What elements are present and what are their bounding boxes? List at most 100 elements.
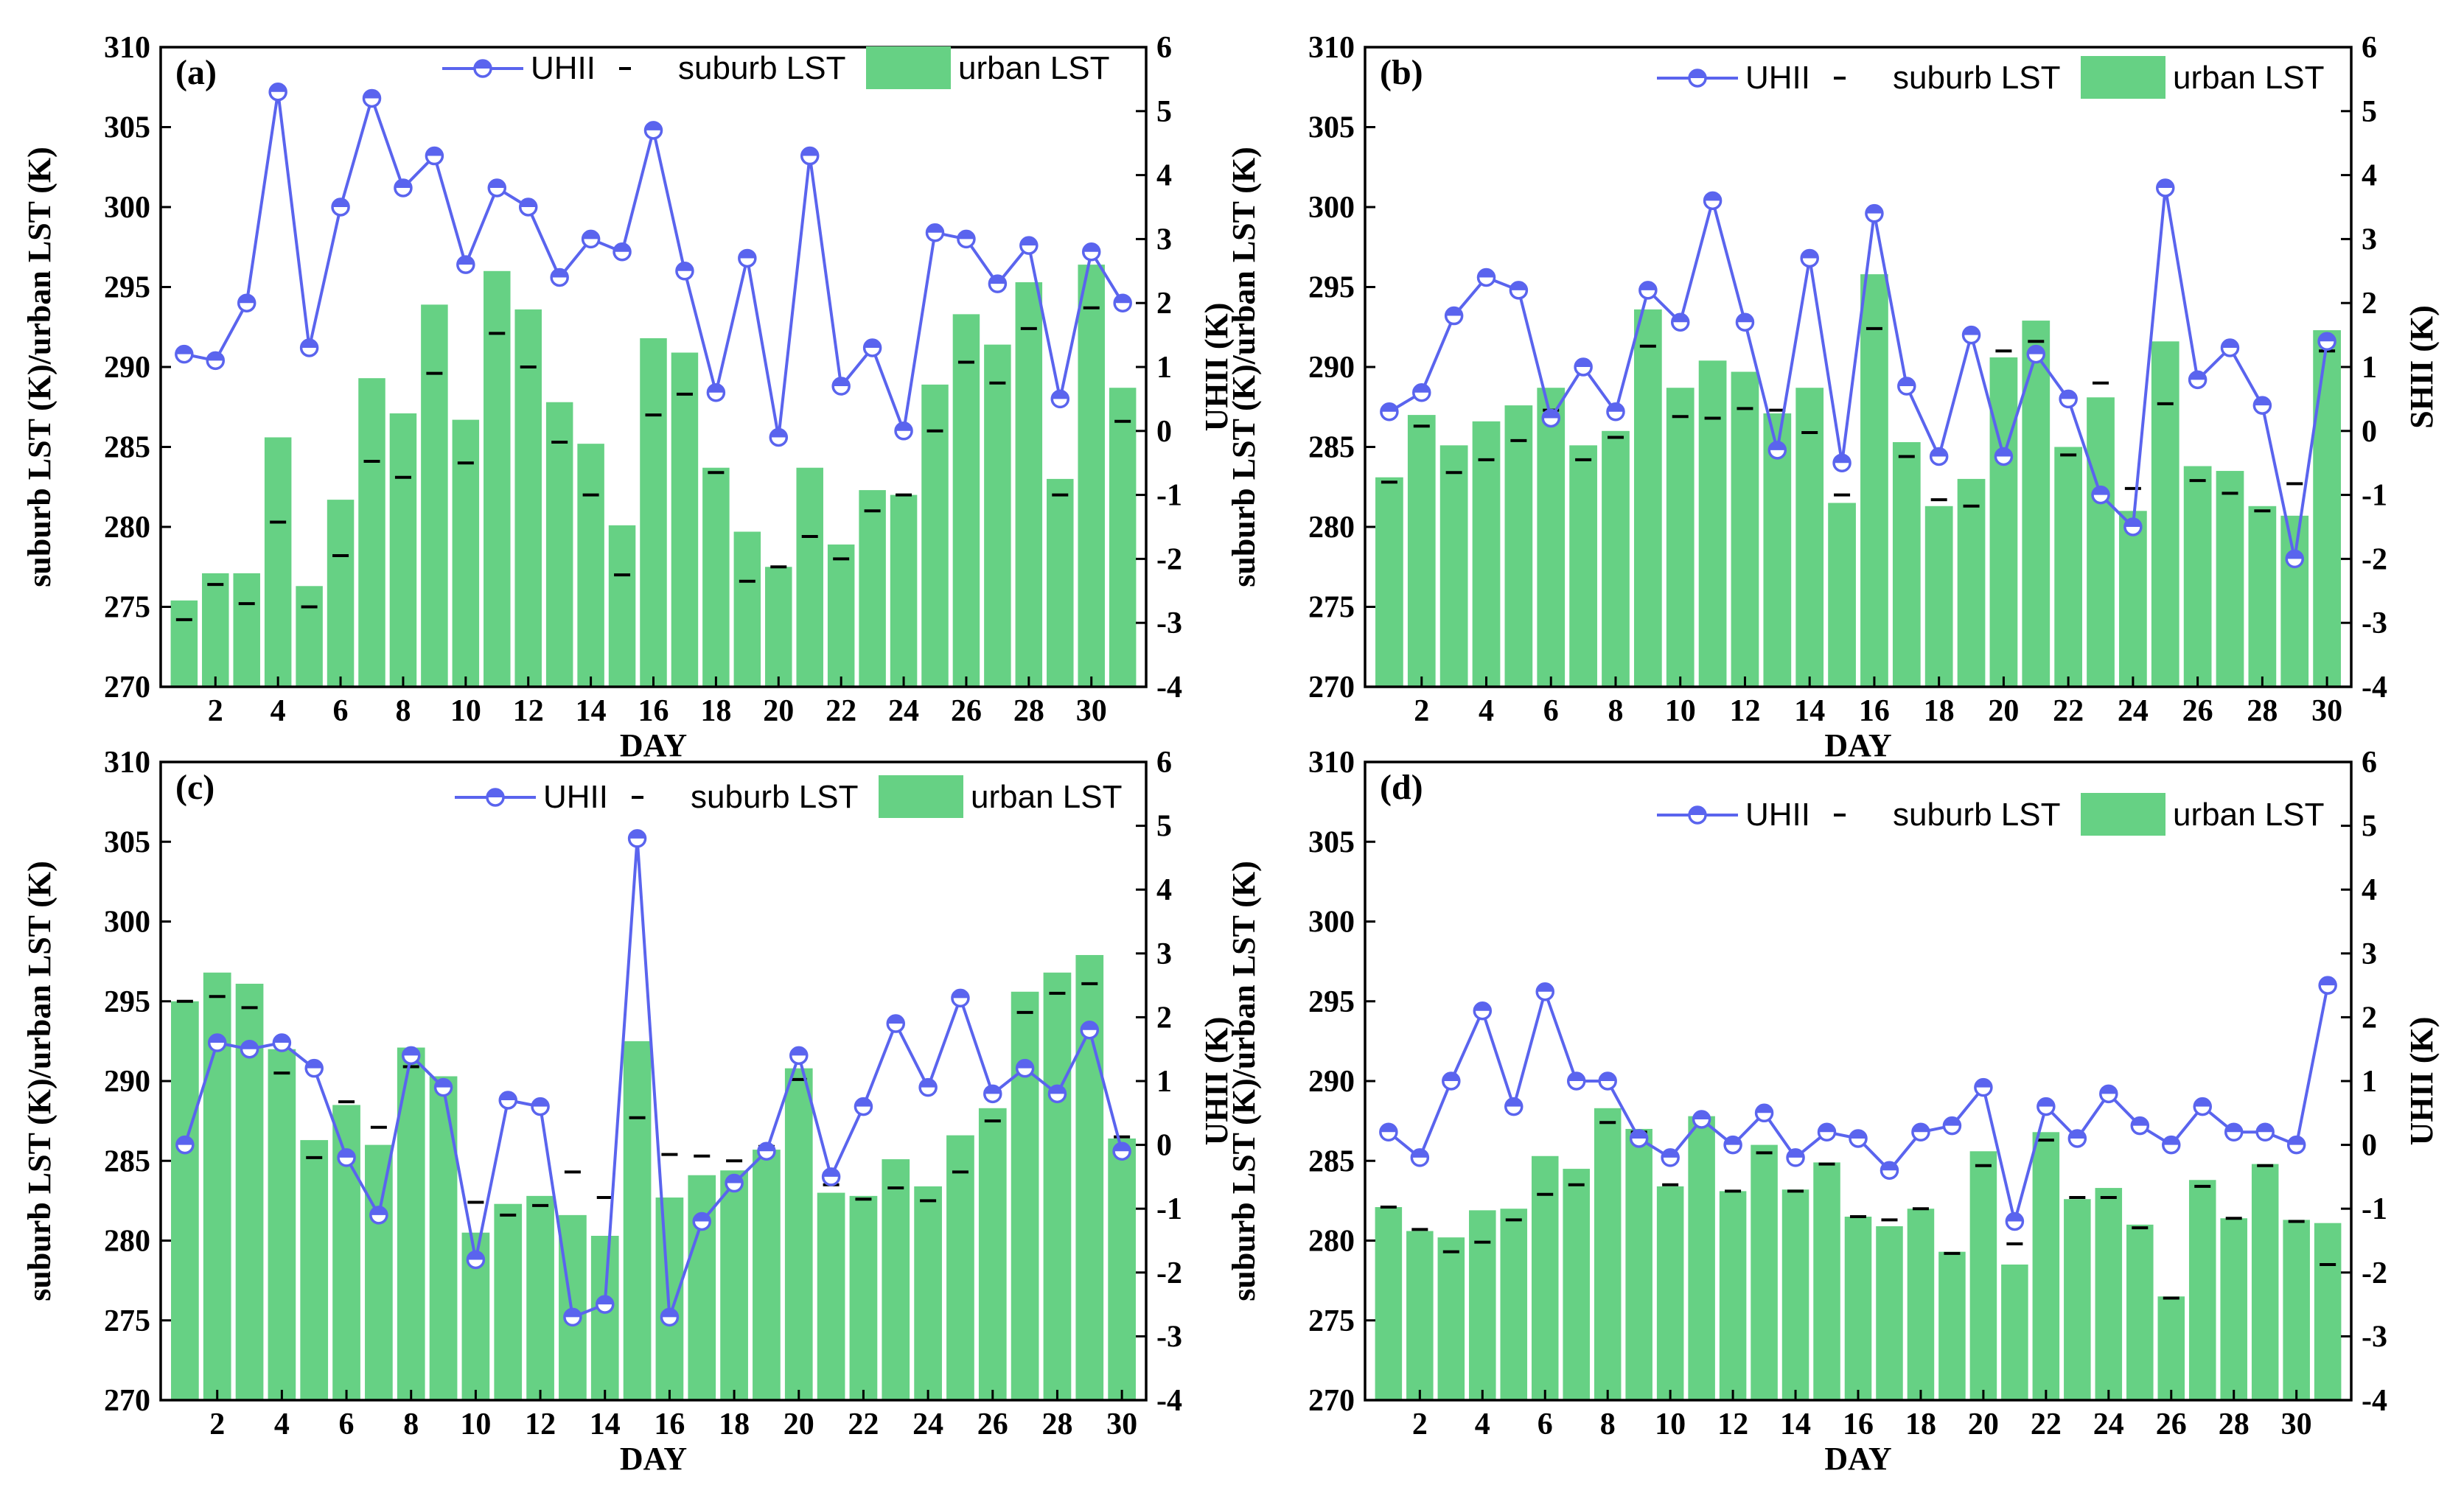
- y-tick-label: 305: [104, 825, 150, 859]
- uhii-point-fill: [1898, 378, 1915, 387]
- legend-urban-label: urban LST: [958, 50, 1109, 86]
- urban-lst-bar: [2220, 1218, 2247, 1400]
- uhii-point-fill: [467, 1251, 484, 1260]
- x-tick-label: 20: [783, 1408, 814, 1441]
- urban-lst-bar: [1407, 415, 1436, 687]
- urban-lst-bar: [1781, 1189, 1809, 1400]
- y2-tick-label: 4: [1156, 159, 1172, 193]
- urban-lst-bar: [733, 531, 761, 687]
- x-tick-label: 14: [1780, 1408, 1811, 1441]
- y2-tick-label: -3: [1156, 606, 1182, 640]
- x-tick-label: 22: [2053, 694, 2084, 728]
- uhii-point-fill: [2124, 519, 2141, 527]
- x-tick-label: 18: [1905, 1408, 1936, 1441]
- uhii-point-fill: [1505, 1098, 1522, 1107]
- uhii-point-fill: [1639, 282, 1656, 290]
- uhii-point-fill: [896, 422, 912, 431]
- y-tick-label: 295: [104, 985, 150, 1019]
- uhii-point-fill: [770, 429, 787, 438]
- x-tick-label: 2: [1412, 1408, 1428, 1441]
- uhii-point-fill: [1787, 1149, 1804, 1158]
- urban-lst-bar: [2087, 397, 2115, 687]
- uhii-point-fill: [1049, 1085, 1066, 1094]
- x-axis-label: DAY: [620, 727, 687, 763]
- urban-lst-bar: [494, 1203, 523, 1400]
- x-tick-label: 28: [2219, 1408, 2250, 1441]
- uhii-point-fill: [435, 1079, 452, 1088]
- uhii-point-fill: [1478, 269, 1495, 278]
- x-tick-label: 6: [1543, 694, 1559, 728]
- x-axis-label: DAY: [1824, 1441, 1891, 1477]
- y-tick-label: 295: [104, 271, 150, 305]
- urban-lst-bar: [1860, 274, 1888, 687]
- urban-lst-bar: [1719, 1191, 1747, 1400]
- uhii-point-fill: [241, 1041, 258, 1049]
- uhii-point-fill: [1411, 1149, 1428, 1158]
- urban-lst-bar: [1957, 478, 1986, 687]
- y-tick-label: 300: [104, 191, 150, 225]
- y-tick-label: 310: [104, 746, 150, 780]
- y-tick-label: 285: [1308, 1144, 1355, 1178]
- y2-tick-label: 6: [2362, 746, 2377, 780]
- uhii-point-fill: [758, 1143, 775, 1152]
- panel-label: (d): [1380, 768, 1423, 807]
- uhii-point-fill: [2037, 1098, 2054, 1107]
- y-tick-label: 285: [1308, 431, 1355, 465]
- urban-lst-bar: [859, 490, 886, 687]
- y-tick-label: 285: [104, 1144, 150, 1178]
- uhii-point-fill: [2288, 1136, 2305, 1145]
- urban-lst-bar: [2313, 330, 2341, 687]
- y2-axis-label: UHII (K): [1198, 303, 1235, 432]
- y2-tick-label: 2: [1156, 287, 1172, 321]
- uhii-point-fill: [1599, 1073, 1616, 1081]
- uhii-point-fill: [790, 1047, 807, 1056]
- y-tick-label: 280: [1308, 1225, 1355, 1259]
- urban-lst-bar: [720, 1170, 748, 1400]
- uhii-point-fill: [2132, 1117, 2149, 1126]
- urban-lst-bar: [1563, 1169, 1590, 1400]
- legend-uhii-label: UHII: [543, 779, 608, 815]
- uhii-point-fill: [532, 1098, 549, 1107]
- y2-tick-label: -4: [2362, 671, 2387, 704]
- y2-tick-label: -4: [1156, 671, 1182, 704]
- x-tick-label: 28: [1013, 694, 1044, 728]
- x-tick-label: 24: [888, 694, 919, 728]
- urban-lst-bar: [1688, 1116, 1715, 1400]
- uhii-point-fill: [614, 243, 631, 252]
- uhii-point-fill: [1381, 403, 1397, 412]
- uhii-point-fill: [1114, 295, 1131, 304]
- uhii-point-fill: [1737, 314, 1753, 323]
- y-tick-label: 300: [1308, 191, 1355, 225]
- y2-tick-label: -2: [1156, 1256, 1182, 1290]
- uhii-point-fill: [864, 339, 881, 348]
- uhii-point-fill: [457, 256, 474, 265]
- y-tick-label: 300: [104, 906, 150, 940]
- x-tick-label: 14: [590, 1408, 621, 1441]
- uhii-point-fill: [2100, 1085, 2117, 1094]
- x-tick-label: 30: [1106, 1408, 1137, 1441]
- x-tick-label: 22: [2031, 1408, 2062, 1441]
- urban-lst-bar: [623, 1041, 652, 1400]
- urban-lst-bar: [796, 467, 823, 687]
- urban-lst-bar: [1015, 282, 1043, 687]
- legend-uhii-label: UHII: [531, 50, 596, 86]
- urban-lst-bar: [1892, 441, 1921, 687]
- legend-bar-swatch: [2081, 56, 2165, 99]
- x-tick-label: 26: [2156, 1408, 2187, 1441]
- uhii-point-fill: [1052, 391, 1069, 399]
- uhii-point-fill: [1575, 359, 1592, 367]
- y-tick-label: 290: [1308, 351, 1355, 385]
- urban-lst-bar: [514, 309, 542, 687]
- x-tick-label: 8: [1608, 694, 1623, 728]
- uhii-point-fill: [694, 1213, 711, 1222]
- y2-tick-label: -1: [2362, 1192, 2387, 1226]
- x-tick-label: 2: [208, 694, 223, 728]
- panel-label: (c): [175, 768, 214, 807]
- uhii-point-fill: [952, 990, 969, 999]
- uhii-point-fill: [1850, 1130, 1866, 1139]
- x-tick-label: 16: [1843, 1408, 1874, 1441]
- urban-lst-bar: [1828, 503, 1856, 687]
- urban-lst-bar: [1594, 1108, 1622, 1400]
- urban-lst-bar: [890, 494, 918, 687]
